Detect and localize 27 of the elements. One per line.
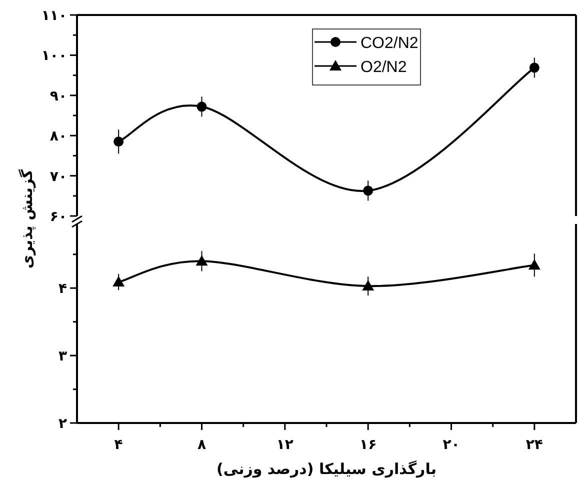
x-tick-label: ۱۲ [276, 437, 294, 453]
point [114, 136, 124, 147]
legend-label: O2/N2 [360, 59, 407, 76]
y-tick-label: ۱۱۰ [41, 8, 67, 24]
y-tick-label: ۸۰ [50, 128, 67, 145]
point [528, 259, 540, 270]
y-tick-label: ۳ [58, 348, 68, 365]
point [362, 280, 374, 291]
y-tick-label: ۴ [58, 281, 68, 298]
y-axis-title: گزینش پذیری [18, 169, 36, 269]
x-axis-title: بارگذاری سیلیکا (درصد وزنی) [216, 460, 436, 478]
y-tick-label: ۱۰۰ [41, 48, 67, 64]
point [363, 186, 374, 196]
point [196, 255, 208, 266]
x-tick-label: ۲۰ [442, 437, 460, 453]
y-tick-label: ۲ [58, 416, 68, 432]
x-tick-label: ۸ [197, 437, 206, 453]
point [196, 102, 207, 112]
legend-label: CO2/N2 [360, 35, 418, 52]
x-tick-label: ۴ [114, 437, 124, 453]
y-tick-label: ۶۰ [50, 209, 67, 225]
y-tick-label: ۹۰ [50, 88, 67, 104]
x-tick-label: ۱۶ [360, 437, 377, 453]
y-tick-label: ۷۰ [50, 168, 67, 185]
point [112, 276, 125, 287]
point [529, 62, 540, 73]
x-tick-label: ۲۴ [526, 437, 544, 453]
